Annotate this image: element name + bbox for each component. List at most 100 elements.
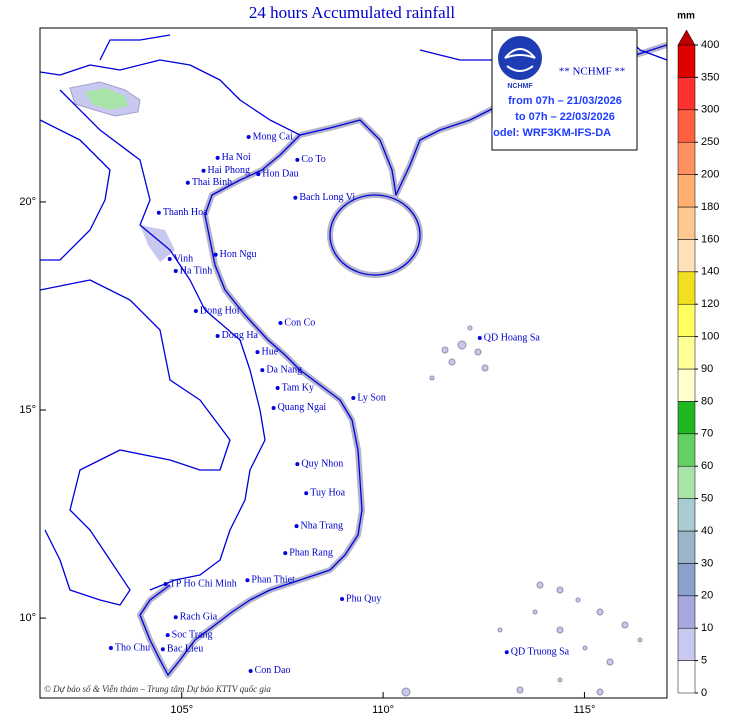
- colorbar-label: 70: [701, 428, 713, 440]
- place-dot: [173, 615, 178, 620]
- colorbar-label: 10: [701, 622, 713, 634]
- period-to: to 07h – 22/03/2026: [515, 111, 615, 123]
- place-label: Phan Thiet: [251, 575, 295, 586]
- place-dot: [167, 256, 172, 261]
- place-label: Tam Ky: [282, 382, 314, 393]
- place-dot: [295, 462, 300, 467]
- colorbar-segment: [677, 401, 696, 435]
- place-dot: [246, 135, 251, 140]
- place-label: Phu Quy: [346, 593, 381, 604]
- colorbar-label: 400: [701, 39, 719, 51]
- place-dot: [275, 385, 280, 390]
- place-label: Ha Noi: [222, 152, 251, 163]
- place-dot: [160, 647, 165, 652]
- place-label: Hon Ngu: [220, 249, 257, 260]
- place-dot: [193, 308, 198, 313]
- place-dot: [295, 157, 300, 162]
- place-label: Vinh: [174, 253, 193, 264]
- place-label: Hue: [261, 346, 278, 357]
- colorbar-segment: [677, 465, 696, 499]
- colorbar-label: 180: [701, 201, 719, 213]
- colorbar-label: 250: [701, 136, 719, 148]
- colorbar-over: [677, 29, 696, 46]
- place-dot: [294, 524, 299, 529]
- colorbar-label: 350: [701, 71, 719, 83]
- colorbar-segment: [677, 141, 696, 175]
- colorbar-segment: [677, 660, 696, 694]
- colorbar-segment: [677, 498, 696, 532]
- place-dot: [351, 395, 356, 400]
- place-dot: [165, 633, 170, 638]
- place-dot: [201, 168, 206, 173]
- title: 24 hours Accumulated rainfall: [249, 3, 456, 22]
- place-dot: [260, 368, 265, 373]
- colorbar-segment: [677, 433, 696, 467]
- colorbar-segment: [677, 77, 696, 111]
- colorbar-segment: [677, 627, 696, 661]
- place-dot: [278, 321, 283, 326]
- place-dot: [477, 336, 482, 341]
- place-dot: [156, 210, 161, 215]
- colorbar-segment: [677, 44, 696, 78]
- colorbar-label: 80: [701, 395, 713, 407]
- colorbar-segment: [677, 368, 696, 402]
- place-label: Soc Trang: [172, 629, 213, 640]
- colorbar-label: 100: [701, 331, 719, 343]
- y-tick-label: 20°: [19, 196, 36, 208]
- place-label: Dong Hoi: [200, 305, 240, 316]
- place-label: Tuy Hoa: [310, 488, 345, 499]
- colorbar-label: 50: [701, 493, 713, 505]
- colorbar-segment: [677, 563, 696, 597]
- place-dot: [213, 252, 218, 257]
- period-from: from 07h – 21/03/2026: [508, 95, 622, 107]
- colorbar-label: 40: [701, 525, 713, 537]
- org: ** NCHMF **: [559, 66, 626, 78]
- colorbar-label: 160: [701, 233, 719, 245]
- colorbar-segment: [677, 174, 696, 208]
- colorbar-segment: [677, 109, 696, 143]
- place-label: Bac Lieu: [167, 644, 203, 655]
- place-dot: [304, 491, 309, 496]
- place-dot: [215, 333, 220, 338]
- credit: © Dự báo số & Viễn thám – Trung tâm Dự b…: [44, 684, 271, 694]
- colorbar-label: 120: [701, 298, 719, 310]
- place-label: Tho Chu: [115, 642, 150, 653]
- colorbar-segment: [677, 595, 696, 629]
- place-dot: [283, 551, 288, 556]
- colorbar-label: 90: [701, 363, 713, 375]
- colorbar-segment: [677, 530, 696, 564]
- info-box: NCHMF ** NCHMF ** from 07h – 21/03/2026 …: [484, 29, 638, 151]
- place-label: Con Co: [284, 317, 315, 328]
- place-dot: [256, 172, 261, 177]
- place-dot: [248, 668, 253, 673]
- colorbar-segment: [677, 303, 696, 337]
- place-label: QD Hoang Sa: [484, 332, 541, 343]
- logo-text: NCHMF: [507, 83, 533, 90]
- colorbar-segment: [677, 336, 696, 370]
- place-label: Phan Rang: [289, 547, 333, 558]
- colorbar-label: 5: [701, 655, 707, 667]
- place-label: Hai Phong: [208, 165, 251, 176]
- place-label: Thanh Hoa: [163, 207, 208, 218]
- colorbar-label: 300: [701, 104, 719, 116]
- colorbar-label: 20: [701, 590, 713, 602]
- colorbar-label: 0: [701, 687, 707, 699]
- place-label: Co To: [301, 154, 325, 165]
- map-frame: [39, 27, 668, 699]
- place-dot: [185, 180, 190, 185]
- colorbar-segment: [677, 239, 696, 273]
- place-label: Ly Son: [357, 392, 386, 403]
- place-label: Quang Ngai: [278, 402, 327, 413]
- place-label: Con Dao: [255, 665, 291, 676]
- place-label: Da Nang: [266, 364, 302, 375]
- model: Model: WRF3KM-IFS-DA: [484, 127, 611, 139]
- place-dot: [504, 650, 509, 655]
- place-label: Hon Dau: [262, 168, 298, 179]
- place-label: Thai Binh: [192, 177, 232, 188]
- place-label: Rach Gia: [180, 612, 218, 623]
- place-label: Nha Trang: [301, 520, 344, 531]
- x-tick-label: 110°: [372, 704, 394, 716]
- colorbar-segment: [677, 271, 696, 305]
- place-label: Dong Ha: [222, 330, 259, 341]
